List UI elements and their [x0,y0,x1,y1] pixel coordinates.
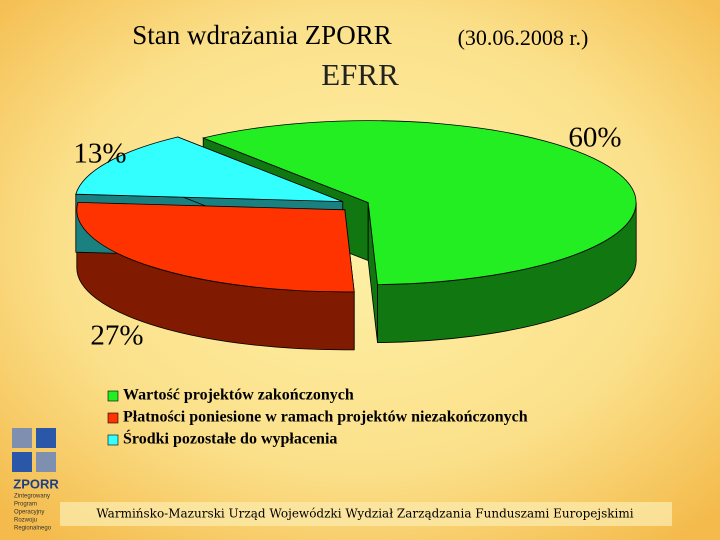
legend-label: Wartość projektów zakończonych [123,387,354,404]
legend-swatch [107,390,119,402]
pie: 60% 27% 13% [73,120,637,352]
logo-line: Operacyjny [14,510,44,516]
logo-line: Rozwoju [14,518,37,524]
value-label: 27% [90,320,143,352]
logo-piece [36,428,56,448]
subtitle: EFRR [321,57,399,92]
logo-piece [36,452,56,472]
pie-slice [76,201,355,293]
legend-label: Środki pozostałe do wypłacenia [123,429,337,448]
logo-line: Regionalnego [14,526,52,532]
legend-swatch [107,412,119,424]
pie-slice [201,120,637,286]
logo-piece [12,452,32,472]
value-label: 13% [73,138,126,170]
logo-piece [12,428,32,448]
legend-swatch [107,434,119,446]
logo-name: ZPORR [13,476,59,491]
footer-bar [60,502,672,526]
value-label: 60% [568,122,621,154]
legend: Wartość projektów zakończonych Płatności … [107,387,528,448]
footer: Warmińsko-Mazurski Urząd Wojewódzki Wydz… [96,507,633,521]
title-date: (30.06.2008 r.) [458,25,589,50]
logo-line: Program [14,502,37,508]
logo-line: Zintegrowany [14,494,50,500]
legend-label: Płatności poniesione w ramach projektów … [123,409,528,426]
title: Stan wdrażania ZPORR [132,20,391,50]
logo: ZPORR Zintegrowany Program Operacyjny Rozwo… [12,428,59,532]
pie-slice [75,136,343,202]
